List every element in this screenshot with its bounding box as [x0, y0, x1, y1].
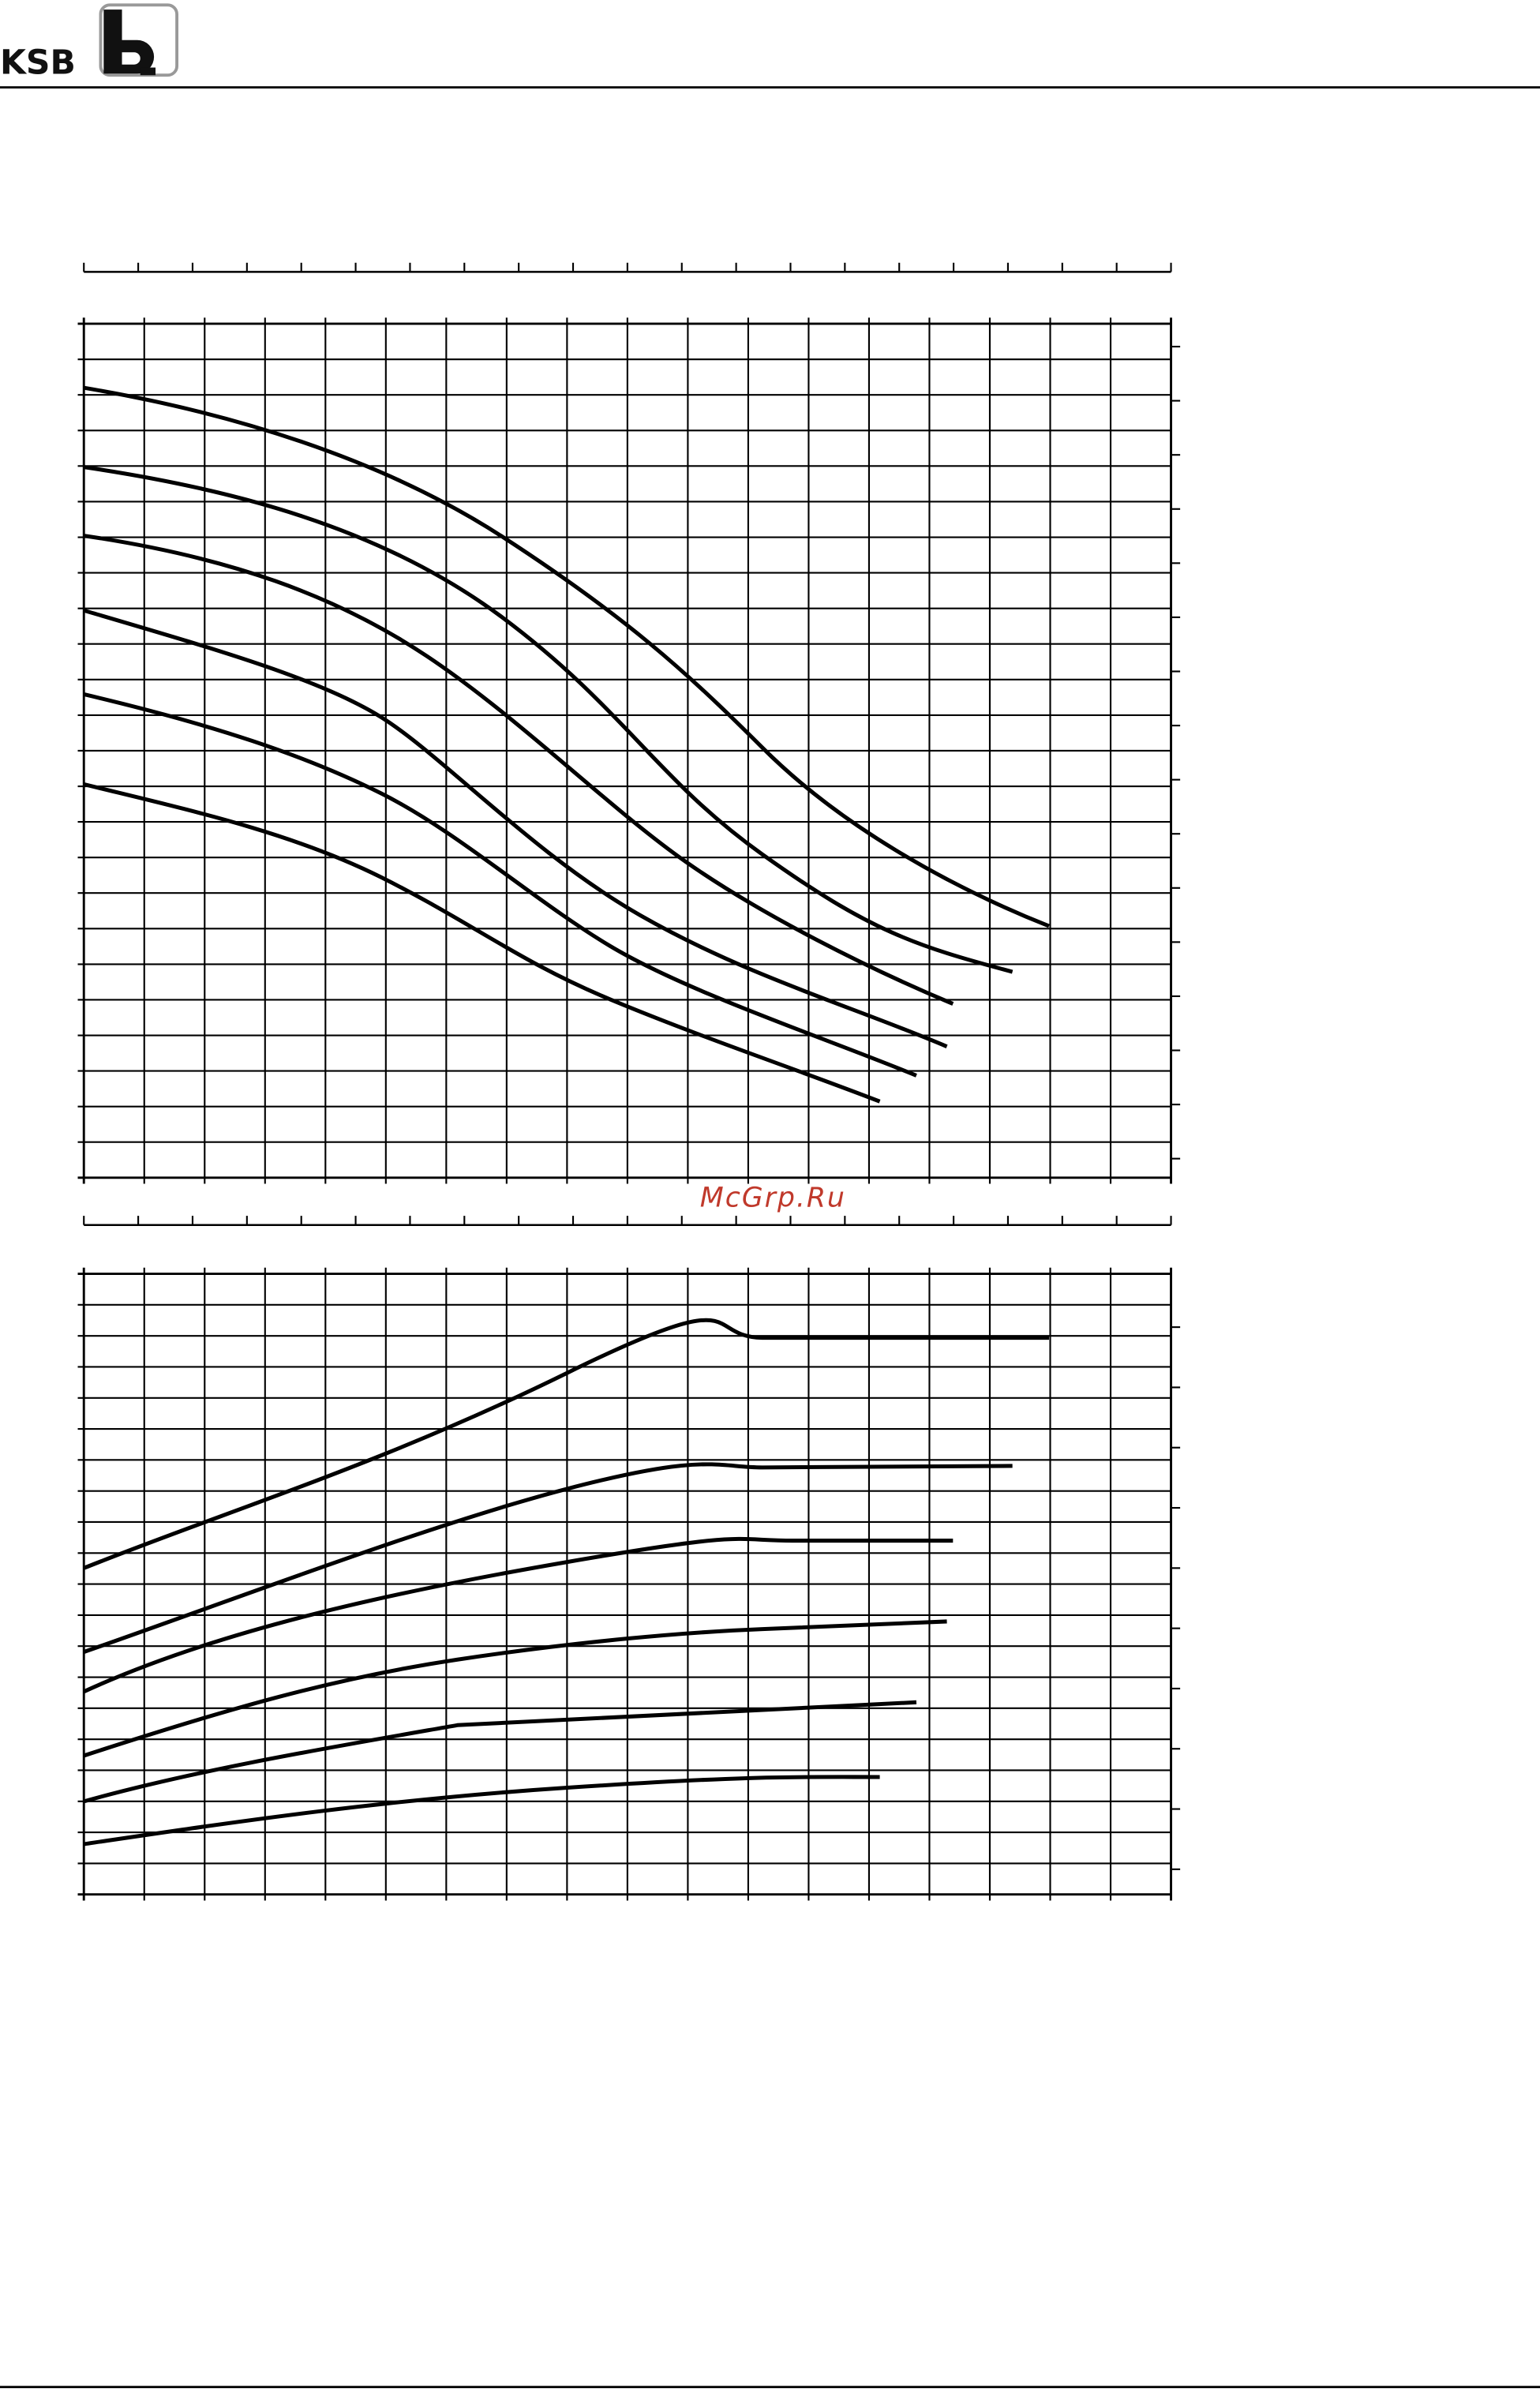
- curve: [83, 692, 917, 1078]
- logo-text: KSB: [0, 43, 76, 82]
- curve: [83, 1318, 1049, 1570]
- curve: [83, 1462, 1013, 1654]
- curve: [83, 1700, 917, 1804]
- lower-curves: [83, 1318, 1049, 1846]
- chart-grids: [77, 262, 1181, 1901]
- curve: [83, 534, 954, 1006]
- curve: [83, 1775, 880, 1846]
- curve: [83, 385, 1050, 928]
- upper-curves: [83, 385, 1050, 1104]
- curve: [83, 782, 881, 1104]
- logo: KSB: [0, 3, 179, 82]
- curve: [83, 608, 948, 1049]
- logo-mark: [103, 9, 155, 74]
- curve: [83, 465, 1014, 974]
- curve: [83, 1619, 947, 1758]
- logo-dot: [140, 67, 156, 76]
- watermark: McGrp.Ru: [700, 1183, 846, 1214]
- curve: [83, 1536, 954, 1694]
